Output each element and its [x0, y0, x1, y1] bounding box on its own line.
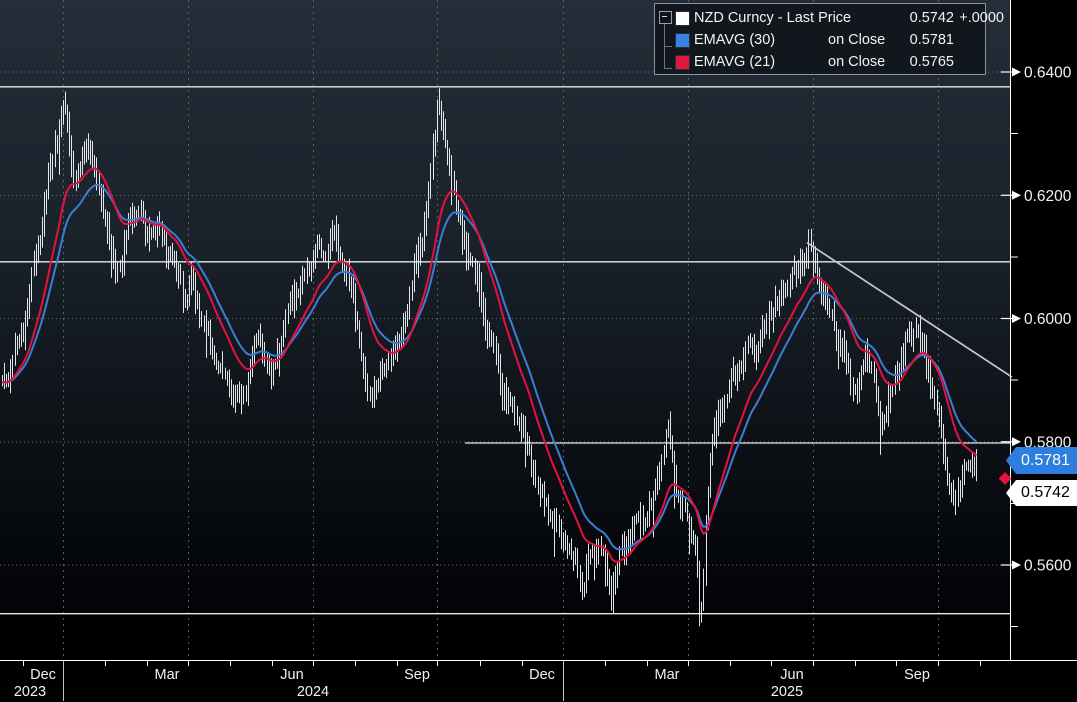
legend-item-emavg-30[interactable]: EMAVG (30) on Close 0.5781 [675, 29, 981, 51]
emavg21-line [1, 167, 978, 563]
series-swatch-emavg21 [675, 54, 690, 70]
series-swatch-last-price [675, 10, 690, 26]
legend-series-value: 0.5781 [909, 32, 954, 48]
x-axis-month-label: Jun [280, 667, 303, 683]
legend-series-name2: on Close [828, 32, 886, 48]
right-axis-strip [1010, 0, 1077, 702]
x-axis-month-label: Jun [780, 667, 803, 683]
lower-band-shade [0, 613, 1010, 660]
y-tick-arrowhead [1012, 314, 1021, 323]
y-tick-arrowhead [1012, 437, 1021, 447]
legend-series-name: EMAVG (21) [694, 54, 776, 70]
x-axis-year-label: 2023 [14, 684, 46, 700]
x-axis-year-label: 2025 [771, 684, 803, 700]
legend-item-emavg-21[interactable]: EMAVG (21) on Close 0.5765 [675, 51, 981, 73]
x-axis-month-label: Sep [404, 667, 430, 683]
price-bars-series [2, 88, 977, 627]
legend-tree-stub [664, 46, 672, 47]
x-axis-year-label: 2024 [297, 684, 329, 700]
legend-series-change: +.0000 [959, 10, 1004, 26]
emavg30-line [1, 183, 978, 551]
y-axis-label: 0.6000 [1024, 311, 1072, 328]
x-axis-month-label: Mar [655, 667, 680, 683]
legend-series-name2: on Close [828, 54, 886, 70]
y-tick-arrowhead [1012, 67, 1021, 77]
legend-series-name: NZD Curncy - Last Price [694, 10, 852, 26]
y-tick-arrowhead [1012, 190, 1021, 200]
y-axis-label: 0.5600 [1024, 558, 1072, 575]
x-axis-month-label: Sep [904, 667, 930, 683]
bottom-axis-strip [0, 660, 1010, 702]
y-axis-label: 0.6400 [1024, 65, 1072, 82]
legend-tree [659, 10, 675, 70]
x-axis-month-label: Dec [529, 667, 555, 683]
legend-tree-stub [664, 68, 672, 69]
series-swatch-emavg30 [675, 32, 690, 48]
ema30-price-tag[interactable]: 0.5781 [1006, 447, 1077, 474]
x-axis-month-label: Dec [30, 667, 56, 683]
descending-trendline[interactable] [806, 241, 1013, 378]
y-tick-arrowhead [1012, 560, 1021, 570]
legend-collapse-icon[interactable] [659, 11, 672, 24]
y-axis-label: 0.6200 [1024, 188, 1072, 205]
legend-box: NZD Curncy - Last Price 0.5742 +.0000 EM… [654, 3, 1004, 75]
legend-series-value: 0.5765 [909, 54, 954, 70]
legend-series-name: EMAVG (30) [694, 32, 776, 48]
last-price-tag[interactable]: 0.5742 [1006, 480, 1077, 506]
x-axis-month-label: Mar [155, 667, 180, 683]
legend-item-last-price[interactable]: NZD Curncy - Last Price 0.5742 +.0000 [675, 7, 1004, 29]
legend-series-value: 0.5742 [909, 10, 954, 26]
plot-background [0, 0, 1010, 660]
